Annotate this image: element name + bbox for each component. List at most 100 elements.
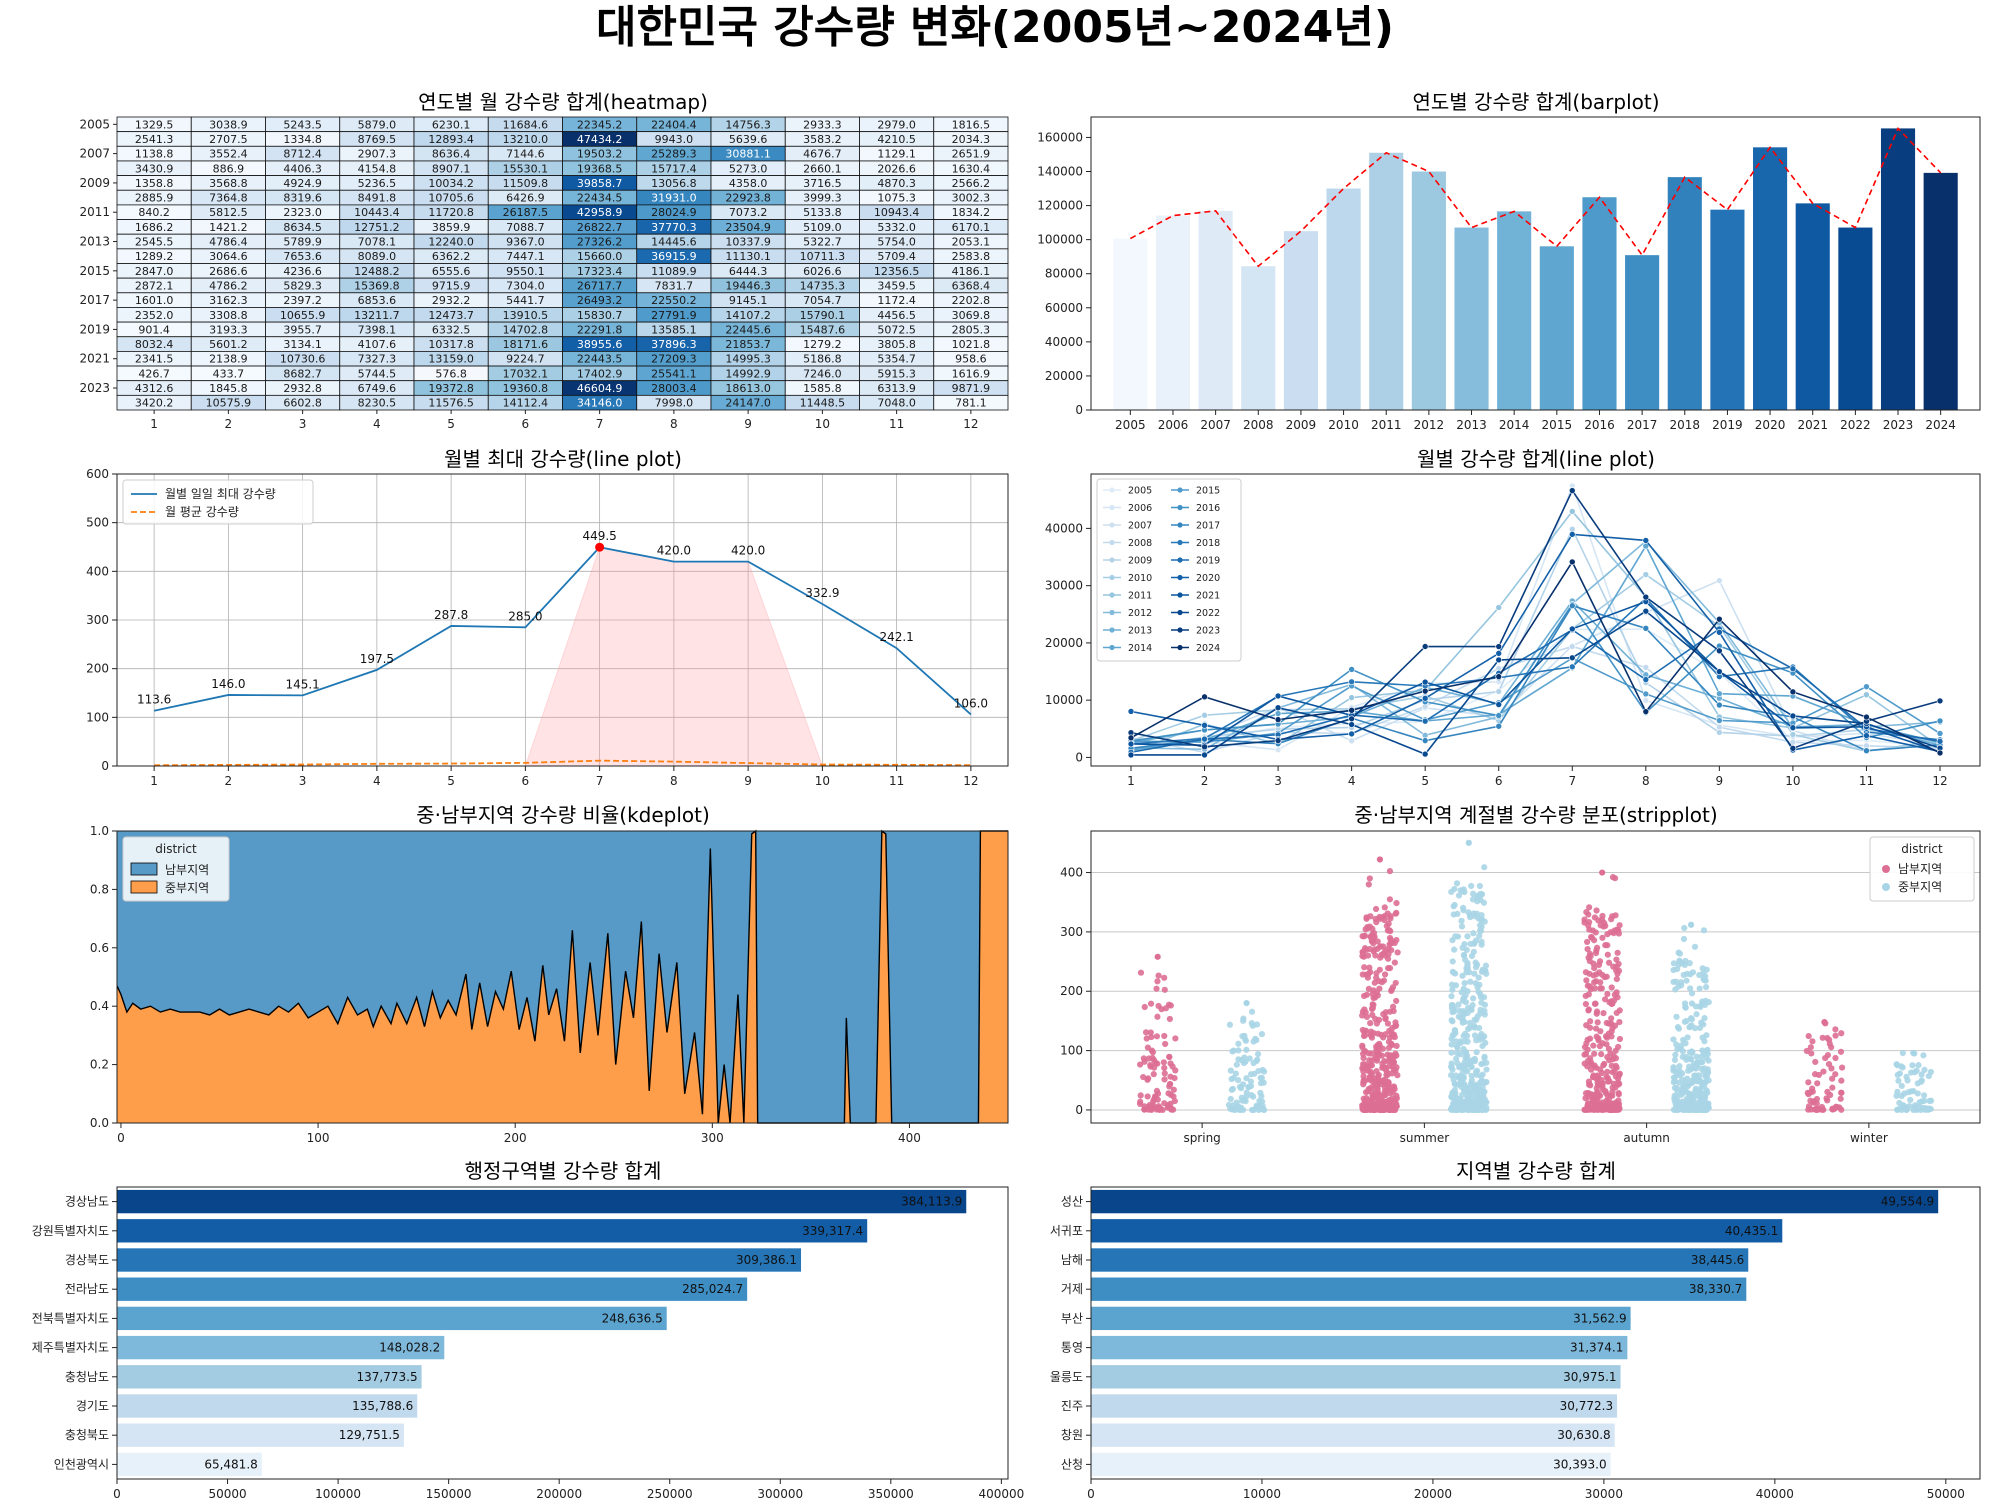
province-bar [117,1189,967,1214]
max-point-label: 285.0 [508,609,542,623]
station-bar [1091,1219,1783,1243]
year-line [1130,488,1941,750]
strip-point [1449,1032,1456,1039]
strip-point [1450,1104,1458,1111]
strip-point [1469,890,1477,897]
strip-point [1250,1106,1257,1113]
avg-rainfall-line [154,759,971,767]
strip-point [1682,1003,1689,1011]
station-value-label: 30,772.3 [1560,1399,1613,1413]
strip-point [1829,1084,1836,1091]
heatmap-cell-label: 14702.8 [503,323,549,336]
strip-point [1598,1077,1605,1084]
strip-point [1386,1008,1394,1015]
heatmap-cell-label: 13910.5 [503,309,549,322]
heatmap-cell-label: 4786.2 [209,279,248,292]
heatmap-cell-label: 26187.5 [503,206,549,219]
kde-title: 중·남부지역 강수량 비율(kdeplot) [416,803,710,827]
strip-point [1838,1064,1846,1071]
strip-point [1600,923,1607,930]
strip-point [1448,981,1456,988]
strip-point [1246,1055,1253,1062]
strip-point [1470,910,1477,917]
strip-point [1604,951,1611,958]
strip-point [1823,1095,1830,1102]
year-line [1130,533,1941,753]
strip-point [1391,959,1398,966]
heatmap-cell-label: 1172.4 [877,294,916,307]
strip-point [1700,1050,1708,1057]
strip-point-max [1599,869,1606,876]
strip-point [1373,1020,1380,1027]
strip-point [1699,965,1706,972]
strip-point [1455,1013,1462,1020]
year-line-marker [1201,711,1208,719]
barplot-y-tick: 120000 [1037,199,1083,213]
legend-box [1096,478,1242,662]
heatmap-col-label: 9 [744,417,752,431]
heatmap-cell-label: 8769.5 [358,133,397,146]
strip-point [1381,1091,1388,1099]
strip-point [1153,985,1160,992]
kde-x-tick: 300 [701,1131,724,1145]
heatmap-cell-label: 11448.5 [800,397,846,410]
heatmap-cell-label: 5133.8 [803,206,842,219]
strip-point [1700,976,1708,984]
legend-label: 2020 [1196,573,1220,584]
strip-point [1587,1082,1594,1089]
strip-point [1448,1041,1455,1048]
province-value-label: 148,028.2 [379,1341,440,1355]
strip-point [1614,949,1621,956]
heatmap-row-label: 2021 [79,352,110,366]
heatmap-cell-label: 14107.2 [725,309,771,322]
heatmap-col-label: 12 [963,417,978,431]
strip-point [1894,1071,1901,1079]
strip-point [1702,983,1710,991]
year-line-marker [1348,694,1355,701]
year-line-marker [1642,625,1650,632]
heatmap-cell-label: 2352.0 [135,309,174,322]
year-line-marker [1789,724,1797,732]
heatmap-row-label: 2005 [79,117,110,131]
heatmap-cell-label: 2323.0 [283,206,322,219]
strip-point [1585,1007,1592,1014]
strip-point [1587,953,1594,960]
strip-point [1391,1098,1398,1105]
strip-point [1373,974,1380,981]
strip-point [1820,1068,1827,1075]
strip-point [1583,977,1590,984]
heatmap-cell-label: 7073.2 [729,206,768,219]
heatmap-cell-label: 3134.1 [283,338,322,351]
strip-point [1703,1054,1710,1062]
year-line [1130,483,1941,751]
strip-point [1473,1049,1480,1056]
line-monthly-x-tick: 5 [1421,774,1429,788]
strip-point [1591,979,1598,986]
strip-point [1168,1106,1175,1113]
strip-point [1819,1034,1826,1041]
barplot-x-tick: 2005 [1115,418,1146,432]
heatmap-col-label: 6 [522,417,530,431]
strip-point [1674,1105,1681,1112]
strip-point [1230,1047,1237,1054]
line-max-x-tick: 3 [299,774,307,788]
strip-point [1907,1096,1914,1104]
line-monthly-x-tick: 3 [1274,774,1282,788]
max-point-label: 145.1 [285,677,319,691]
strip-point [1394,1072,1401,1079]
line-monthly-y-tick: 0 [1075,750,1083,764]
heatmap-cell-label: 2933.3 [803,118,842,131]
heatmap-col-label: 2 [225,417,233,431]
strip-point [1593,944,1601,951]
year-line-marker [1863,691,1870,699]
strip-point [1680,1081,1687,1089]
year-line-marker [1127,740,1135,748]
province-category-label: 강원특별자치도 [32,1224,109,1238]
legend-label: 2019 [1196,556,1220,567]
strip-point [1590,972,1597,979]
strip-point [1145,1104,1152,1111]
strip-point [1378,951,1385,958]
station-bar [1091,1277,1747,1301]
year-bar [1880,128,1916,410]
strip-point [1243,1075,1250,1082]
